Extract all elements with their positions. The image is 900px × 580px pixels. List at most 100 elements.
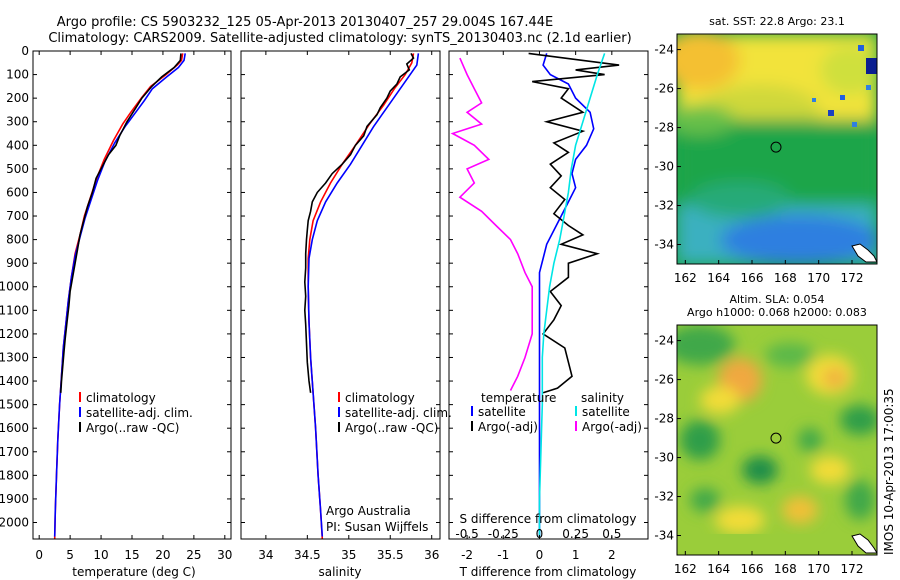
map-x-tick-label: 172 (841, 271, 864, 285)
s-difference-label: S difference from climatology (460, 512, 637, 526)
sst-map-image (677, 34, 877, 264)
x-tick-label: 0 (536, 548, 544, 562)
x-tick-label: 15 (124, 548, 139, 562)
y-tick-label: 300 (6, 115, 29, 129)
map-y-tick-label: -26 (654, 82, 674, 96)
y-tick-label: 500 (6, 162, 29, 176)
sst-map-panel: sat. SST: 22.8 Argo: 23.1 (654, 15, 878, 285)
map-x-tick-label: 166 (741, 271, 764, 285)
temperature-axis-label: temperature (deg C) (72, 565, 195, 579)
sla-map-image (677, 325, 877, 555)
sst-map-frame (676, 33, 878, 265)
y-tick-label: 1900 (0, 492, 29, 506)
top-tick-label: 0 (536, 527, 544, 541)
map-x-tick-label: 170 (807, 271, 830, 285)
legend-header-salinity: salinity (581, 391, 624, 405)
map-x-tick-label: 170 (807, 562, 830, 576)
sla-map-subtitle: Argo h1000: 0.068 h2000: 0.083 (687, 306, 867, 319)
salinity-frame (240, 50, 441, 540)
map-x-tick-label: 168 (774, 271, 797, 285)
x-tick-label: 36 (424, 548, 439, 562)
sst-argo-position-marker (770, 141, 782, 153)
x-tick-label: 2 (608, 548, 616, 562)
legend-label: Argo(..raw -QC) (345, 421, 438, 435)
map-y-tick-label: -28 (654, 121, 674, 135)
map-x-tick-label: 162 (674, 271, 697, 285)
series-line-1-0 (307, 53, 415, 539)
sla-map-axes: 162 164 166 168 170 172 -24 -26 -28 -30 -32 -34 (654, 334, 863, 576)
top-tick-label: 0.25 (562, 527, 589, 541)
y-tick-label: 600 (6, 185, 29, 199)
map-x-tick-label: 172 (841, 562, 864, 576)
legend-header-temperature: temperature (481, 391, 556, 405)
x-tick-label: 10 (93, 548, 108, 562)
y-tick-label: 1700 (0, 445, 29, 459)
y-tick-label: 100 (6, 68, 29, 82)
map-y-tick-label: -34 (654, 238, 674, 252)
y-tick-label: 900 (6, 256, 29, 270)
y-tick-label: 1000 (0, 280, 29, 294)
map-x-tick-label: 162 (674, 562, 697, 576)
temperature-panel: 0100200300400500600700800900100011001200… (0, 44, 232, 579)
legend-label: satellite (582, 405, 630, 419)
difference-frame (448, 50, 649, 540)
difference-series (450, 52, 620, 537)
series-line-1-1 (307, 53, 420, 537)
legend-label: Argo(..raw -QC) (86, 421, 179, 435)
sla-map-frame (676, 324, 878, 556)
y-tick-label: 1500 (0, 398, 29, 412)
legend-label: satellite-adj. clim. (345, 406, 452, 420)
salinity-panel: 34 34.5 35 35.5 36 salinity climatologysatel… (240, 50, 452, 579)
y-tick-label: 1800 (0, 468, 29, 482)
salinity-series (303, 53, 420, 539)
series-line-0-2 (60, 53, 182, 393)
imos-timestamp-label: IMOS 10-Apr-2013 17:00:35 (882, 388, 896, 555)
t-difference-label: T difference from climatology (459, 565, 637, 579)
legend-label: satellite-adj. clim. (86, 406, 193, 420)
series-line-0-0 (53, 53, 184, 539)
top-tick-label: -0.5 (455, 527, 478, 541)
legend-label: climatology (345, 391, 415, 405)
figure-title-line1: Argo profile: CS 5903232_125 05-Apr-2013… (57, 15, 553, 30)
temperature-series (53, 53, 186, 539)
x-tick-label: 5 (66, 548, 74, 562)
series-line-2-2 (538, 53, 606, 537)
map-x-tick-label: 166 (741, 562, 764, 576)
x-tick-label: 1 (572, 548, 580, 562)
x-tick-label: 20 (155, 548, 170, 562)
top-tick-label: 0.5 (602, 527, 621, 541)
y-tick-label: 0 (21, 44, 29, 58)
map-y-tick-label: -30 (654, 160, 674, 174)
sla-map-panel: Altim. SLA: 0.054 Argo h1000: 0.068 h200… (654, 293, 878, 576)
map-y-tick-label: -24 (654, 43, 674, 57)
y-tick-label: 200 (6, 91, 29, 105)
sla-map-title: Altim. SLA: 0.054 (729, 293, 824, 306)
s-difference-axis: -0.5 -0.25 0 0.25 0.5 (455, 527, 621, 541)
x-tick-label: 35.5 (377, 548, 404, 562)
y-tick-label: 1400 (0, 374, 29, 388)
x-tick-label: 0 (35, 548, 43, 562)
map-x-tick-label: 164 (707, 562, 730, 576)
sst-map-title: sat. SST: 22.8 Argo: 23.1 (709, 15, 845, 28)
map-x-tick-label: 164 (707, 271, 730, 285)
x-tick-label: 30 (217, 548, 232, 562)
sst-map-axes: 162 164 166 168 170 172 -24 -26 -28 -30 -32 -34 (654, 43, 863, 285)
series-line-1-2 (303, 53, 415, 393)
annotation-line2: PI: Susan Wijffels (326, 520, 428, 534)
y-tick-label: 2000 (0, 515, 29, 529)
legend-label: Argo(-adj) (478, 420, 538, 434)
map-y-tick-label: -34 (654, 529, 674, 543)
difference-legend: temperature salinitysatelliteArgo(-adj)sa… (471, 391, 642, 434)
x-tick-label: -2 (461, 548, 473, 562)
y-tick-label: 1300 (0, 350, 29, 364)
depth-axis: 0 100 200 300 400 500 600 700 800 900 1000 1100 1200… (0, 44, 231, 529)
sla-argo-position-marker (770, 432, 782, 444)
map-y-tick-label: -24 (654, 334, 674, 348)
x-tick-label: 25 (186, 548, 201, 562)
y-tick-label: 1100 (0, 303, 29, 317)
map-y-tick-label: -32 (654, 490, 674, 504)
series-line-2-3 (450, 57, 534, 391)
